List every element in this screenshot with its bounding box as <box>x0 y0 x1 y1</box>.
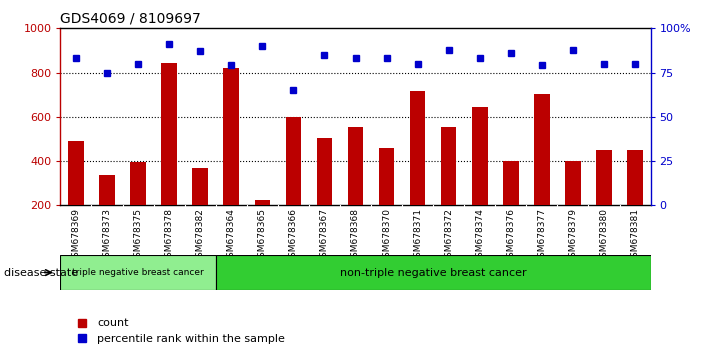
Text: triple negative breast cancer: triple negative breast cancer <box>73 268 204 277</box>
Bar <box>193 168 208 250</box>
Text: GSM678373: GSM678373 <box>102 208 112 263</box>
Text: GSM678375: GSM678375 <box>134 208 143 263</box>
Bar <box>100 176 114 250</box>
Text: GSM678366: GSM678366 <box>289 208 298 263</box>
Text: GSM678369: GSM678369 <box>72 208 80 263</box>
Text: GSM678372: GSM678372 <box>444 208 453 263</box>
Bar <box>68 141 84 250</box>
Bar <box>348 127 363 250</box>
Legend: count, percentile rank within the sample: count, percentile rank within the sample <box>66 314 289 348</box>
Bar <box>534 93 550 250</box>
Text: GSM678370: GSM678370 <box>382 208 391 263</box>
Bar <box>441 127 456 250</box>
Text: GSM678379: GSM678379 <box>568 208 577 263</box>
Text: GSM678365: GSM678365 <box>258 208 267 263</box>
Bar <box>161 63 177 250</box>
Text: GSM678367: GSM678367 <box>320 208 329 263</box>
Bar <box>286 117 301 250</box>
Text: GSM678376: GSM678376 <box>506 208 515 263</box>
Bar <box>410 91 425 250</box>
Bar <box>627 150 643 250</box>
Bar <box>223 68 239 250</box>
Text: GDS4069 / 8109697: GDS4069 / 8109697 <box>60 12 201 26</box>
Text: GSM678382: GSM678382 <box>196 208 205 263</box>
Text: GSM678377: GSM678377 <box>538 208 546 263</box>
Text: GSM678381: GSM678381 <box>631 208 639 263</box>
Text: non-triple negative breast cancer: non-triple negative breast cancer <box>340 268 526 278</box>
Bar <box>316 138 332 250</box>
Bar <box>60 255 215 290</box>
Bar <box>472 107 488 250</box>
Bar <box>565 161 581 250</box>
Bar <box>379 148 395 250</box>
Bar <box>130 162 146 250</box>
Bar <box>255 200 270 250</box>
Text: disease state: disease state <box>4 268 77 278</box>
Text: GSM678378: GSM678378 <box>165 208 173 263</box>
Text: GSM678368: GSM678368 <box>351 208 360 263</box>
Bar <box>215 255 651 290</box>
Text: GSM678374: GSM678374 <box>475 208 484 263</box>
Bar <box>597 150 611 250</box>
Text: GSM678371: GSM678371 <box>413 208 422 263</box>
Text: GSM678380: GSM678380 <box>599 208 609 263</box>
Bar <box>503 161 518 250</box>
Text: GSM678364: GSM678364 <box>227 208 236 263</box>
